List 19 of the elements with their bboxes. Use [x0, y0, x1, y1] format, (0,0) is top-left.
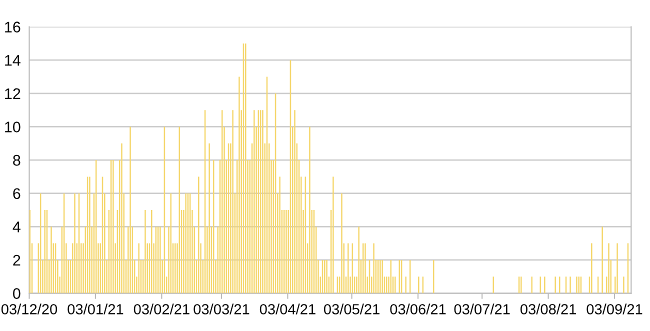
x-tick-label: 03/12/20	[1, 304, 58, 314]
y-tick-label: 0	[13, 288, 20, 299]
x-tick-label: 03/05/21	[324, 304, 380, 314]
y-tick-label: 2	[13, 254, 20, 266]
y-tick-label: 4	[12, 222, 20, 232]
y-tick-label: 8	[13, 154, 20, 166]
y-tick-label: 10	[5, 122, 20, 132]
x-tick-label: 03/01/21	[68, 304, 124, 314]
y-tick-label: 16	[5, 22, 20, 32]
x-tick-label: 03/06/21	[390, 304, 446, 314]
x-tick-label: 03/07/21	[454, 304, 510, 314]
y-tick-label: 12	[5, 88, 20, 99]
x-tick-label: 03/09/21	[586, 304, 642, 314]
x-tick-label: 03/02/21	[134, 304, 190, 314]
y-tick-label: 6	[13, 188, 20, 200]
y-tick-label: 14	[5, 55, 20, 66]
x-tick-label: 03/03/21	[194, 304, 250, 314]
x-tick-label: 03/08/21	[520, 304, 576, 314]
x-tick-label: 03/04/21	[260, 304, 316, 314]
